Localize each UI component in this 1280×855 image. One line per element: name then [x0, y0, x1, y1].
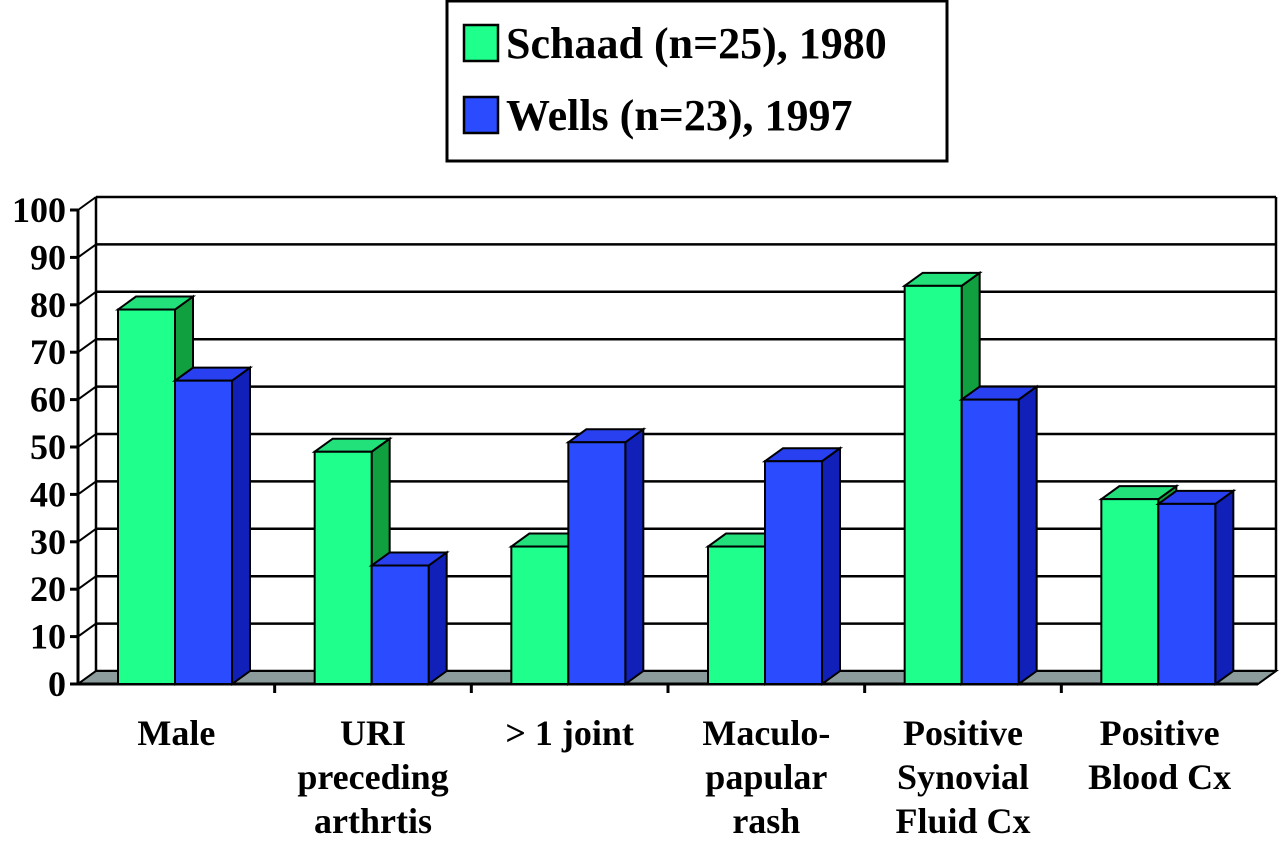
- x-category-label-line: URI: [340, 713, 406, 753]
- x-category-label-line: arthrtis: [314, 801, 432, 841]
- bar-schaad: [311, 436, 393, 686]
- x-category-label: Positive Synovial Fluid Cx: [895, 713, 1030, 841]
- x-category-label: > 1 joint: [505, 713, 634, 753]
- gridline-depth: [77, 385, 97, 401]
- x-category-label: Male: [137, 713, 215, 753]
- bar-wells: [958, 384, 1040, 686]
- y-tick-label: 50: [30, 427, 66, 467]
- x-category-label-line: Maculo-: [702, 713, 830, 753]
- legend-swatch: [462, 23, 500, 63]
- x-category-label-line: papular: [705, 757, 827, 797]
- legend-swatch: [462, 95, 500, 135]
- y-tick-label: 0: [48, 664, 66, 704]
- x-category-label-line: Blood Cx: [1088, 757, 1231, 797]
- bar-front-face: [903, 284, 963, 685]
- bar-front-face: [370, 564, 430, 685]
- legend-box: [445, 0, 949, 163]
- x-category-label-line: Positive: [903, 713, 1023, 753]
- chart-floor: [74, 670, 1280, 685]
- bar-side-face: [821, 446, 841, 686]
- bar-side-face: [1214, 488, 1235, 686]
- x-category-label-line: Male: [137, 713, 215, 753]
- y-tick-label: 100: [12, 190, 66, 230]
- bar-front-face: [313, 450, 373, 685]
- bar-side-face: [1017, 384, 1038, 686]
- x-category-label-line: preceding: [297, 757, 448, 797]
- gridline-depth: [77, 243, 97, 259]
- x-category-label-line: Fluid Cx: [895, 801, 1030, 841]
- x-category-label: URI preceding arthrtis: [297, 713, 448, 841]
- bar-front-face: [174, 379, 233, 685]
- x-category-label-line: Synovial: [897, 757, 1029, 797]
- bar-wells: [1155, 488, 1237, 686]
- bar-front-face: [1157, 502, 1217, 685]
- gridline-depth: [77, 575, 97, 591]
- legend: Schaad (n=25), 1980 Wells (n=23), 1997: [445, 0, 949, 163]
- gridline-depth: [77, 527, 97, 543]
- gridline-depth: [77, 480, 97, 496]
- bar-front-face: [567, 441, 627, 686]
- bar-wells: [565, 427, 647, 686]
- bar-front-face: [960, 398, 1020, 685]
- bar-side-face: [427, 550, 448, 686]
- x-category-label-line: rash: [732, 801, 800, 841]
- bar-wells: [761, 446, 844, 686]
- bar-side-face: [624, 427, 645, 686]
- y-tick-label: 90: [30, 237, 66, 277]
- y-tick-label: 40: [30, 474, 66, 514]
- legend-label: Wells (n=23), 1997: [506, 91, 853, 140]
- y-tick-label: 70: [30, 332, 66, 372]
- x-category-label: Positive Blood Cx: [1088, 713, 1231, 797]
- y-tick-label: 80: [30, 285, 66, 325]
- bar-front-face: [707, 545, 766, 685]
- bar-wells: [368, 550, 450, 686]
- bar-wells: [171, 365, 254, 686]
- bar-front-face: [764, 460, 823, 685]
- bar-front-face: [117, 308, 176, 685]
- x-category-label-line: Positive: [1100, 713, 1220, 753]
- bar-side-face: [231, 365, 251, 686]
- chart-back-wall: [77, 195, 1278, 685]
- legend-label: Schaad (n=25), 1980: [506, 19, 887, 68]
- y-tick-label: 20: [30, 569, 66, 609]
- bar-front-face: [1100, 498, 1160, 686]
- bar-front-face: [510, 545, 570, 685]
- x-category-label-line: > 1 joint: [505, 713, 634, 753]
- y-tick-label: 60: [30, 380, 66, 420]
- x-category-label: Maculo-papular rash: [702, 713, 830, 841]
- gridline-depth: [77, 622, 97, 638]
- y-tick-label: 30: [30, 522, 66, 562]
- gridline-depth: [77, 290, 97, 306]
- gridline-depth: [77, 196, 97, 211]
- gridline-depth: [77, 433, 97, 448]
- y-tick-label: 10: [30, 617, 66, 657]
- gridline-depth: [77, 338, 97, 354]
